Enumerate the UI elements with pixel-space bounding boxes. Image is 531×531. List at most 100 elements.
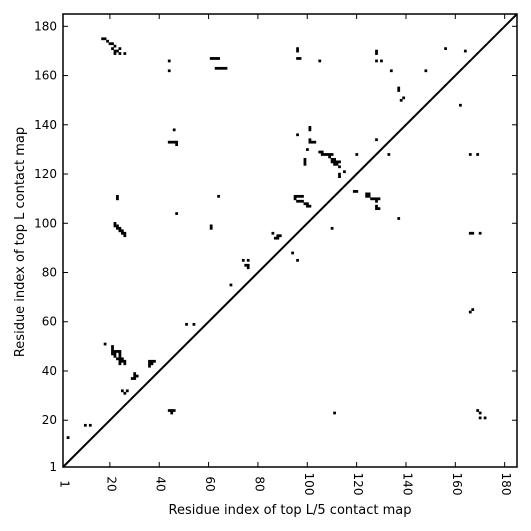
x-tick-label: 60 [203,476,217,491]
contact-cell [365,192,369,196]
contact-cell [83,423,87,427]
contact-cell [150,359,154,363]
contact-cell [111,350,114,353]
y-tick-label: 120 [34,167,57,181]
contact-cell [338,160,341,164]
contact-cell [468,231,472,235]
contact-cell [120,229,124,233]
contact-cell [330,226,334,230]
contact-cell [310,140,314,144]
contact-cell [367,194,371,198]
contact-cell [103,342,107,346]
contact-cell [476,409,480,412]
contact-cell [372,197,376,201]
contact-cell [175,143,179,147]
contact-cell [303,162,307,166]
contact-cell [328,155,332,159]
contact-cell [306,148,309,151]
contact-cell [135,374,139,378]
y-axis-label: Residue index of top L contact map [13,127,28,357]
y-tick-label: 140 [34,118,57,132]
y-tick-label: 80 [42,266,57,280]
contact-cell [478,411,482,415]
contact-cell [296,199,299,203]
contact-cell [306,202,309,206]
contact-cell [113,350,117,353]
contact-cell [298,57,302,60]
contact-cell [338,175,341,179]
contact-cell [123,231,127,235]
contact-cell [118,352,122,356]
contact-cell [118,359,122,363]
contact-cell [301,199,304,203]
contact-cell [148,362,151,366]
x-tick-label: 1 [58,480,72,488]
contact-cell [355,190,359,193]
contact-cell [335,160,339,164]
contact-cell [130,377,134,380]
contact-cell [217,57,220,60]
x-tick-label: 140 [400,473,414,496]
contact-cell [328,153,332,156]
contact-cell [103,37,107,41]
contact-cell [111,352,114,356]
contact-cell [150,362,154,366]
contact-cell [125,389,129,393]
contact-cell [116,49,119,53]
contact-cell [278,234,282,238]
contact-cell [365,194,369,198]
contact-cell [335,162,339,166]
plot-frame [62,13,518,468]
contact-cell [330,153,334,156]
contact-cell [224,66,228,70]
contact-cell [116,194,119,198]
contact-cell [111,47,114,50]
contact-cell [397,89,401,92]
contact-cell [167,69,171,73]
contact-cell [303,160,307,164]
contact-cell [118,226,122,230]
contact-cell [318,150,322,154]
contact-cell [148,359,151,363]
contact-cell [320,153,324,156]
contact-cell [116,197,119,201]
contact-cell [212,57,216,60]
x-tick-label: 40 [154,476,168,491]
contact-cell [375,138,378,142]
contact-cell [293,194,297,198]
contact-cell [296,49,299,53]
contact-cell [330,158,334,161]
contact-cell [296,57,299,60]
contact-cell [303,158,307,161]
contact-cell [106,39,109,43]
contact-cell [298,199,302,203]
contact-cell [214,57,218,60]
contact-cell [101,37,105,41]
contact-cell [120,389,124,393]
contact-cell [133,372,137,375]
contact-cell [175,212,179,215]
contact-cell [276,236,280,240]
contact-cell [185,322,188,326]
contact-cell [399,98,403,102]
x-axis-ticks: 1 20 40 60 80 100 120 140 160 180 [58,14,513,496]
contact-cell [148,364,151,368]
contact-cell [111,345,114,348]
contact-cell [389,69,393,73]
contact-cell [463,49,467,53]
contact-cell [123,234,127,238]
contact-cell [370,197,373,201]
contact-cell [111,42,114,46]
contact-cell [167,59,171,63]
contact-cell [320,150,324,154]
contact-cell [276,234,280,238]
contact-cell [116,226,119,230]
contact-cell [296,133,299,137]
contact-cell [333,411,336,415]
contact-cell [123,359,127,363]
x-tick-label: 20 [104,476,118,491]
contact-cell [170,411,174,415]
contact-cell [338,172,341,176]
